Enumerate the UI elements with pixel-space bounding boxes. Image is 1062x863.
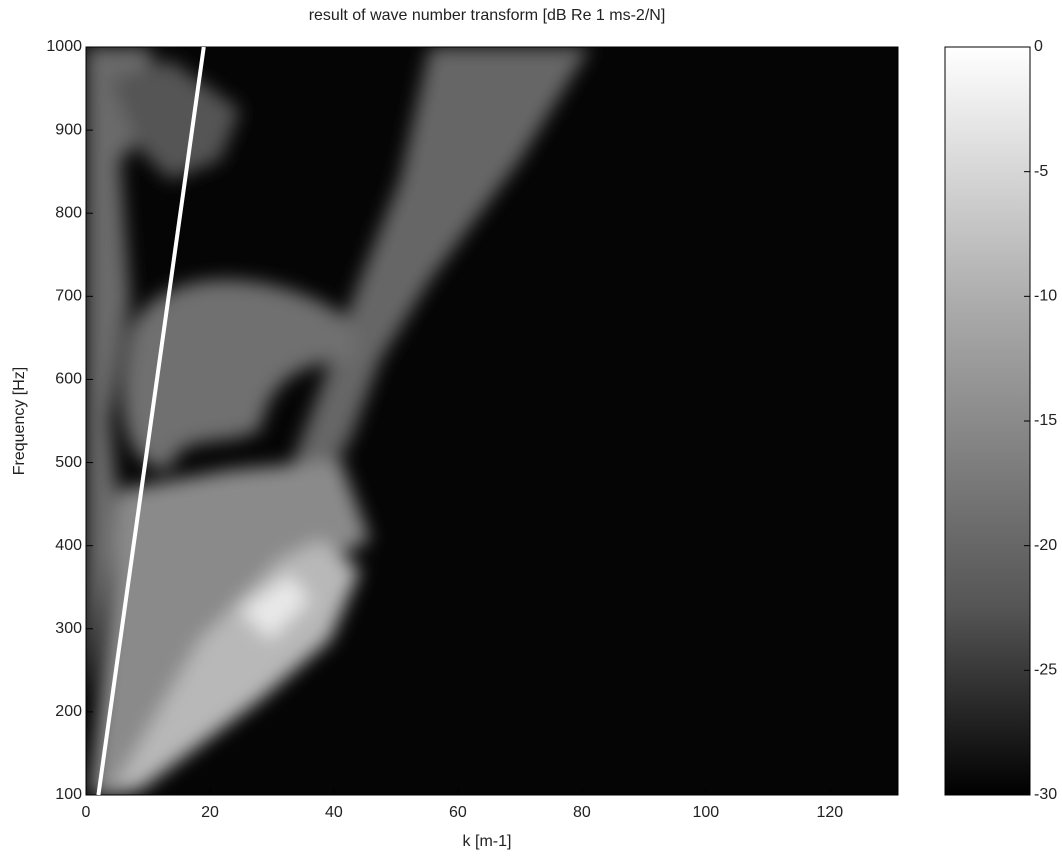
colorbar-tick-label: -10 xyxy=(1034,288,1057,305)
x-tick-label: 60 xyxy=(449,804,467,821)
y-tick-label: 700 xyxy=(55,288,82,305)
colorbar xyxy=(944,46,1031,796)
y-tick-label: 500 xyxy=(55,454,82,471)
y-tick-label: 600 xyxy=(55,371,82,388)
y-axis-label: Frequency [Hz] xyxy=(11,367,28,475)
heatmap-blob xyxy=(290,47,590,470)
chart-title: result of wave number transform [dB Re 1… xyxy=(309,7,666,24)
colorbar-tick-label: 0 xyxy=(1034,38,1043,55)
colorbar-tick-label: -20 xyxy=(1034,537,1057,554)
y-tick-label: 900 xyxy=(55,121,82,138)
y-tick-label: 400 xyxy=(55,537,82,554)
x-tick-label: 0 xyxy=(82,804,91,821)
y-tick-label: 300 xyxy=(55,620,82,637)
colorbar-tick-label: -30 xyxy=(1034,786,1057,803)
y-tick-label: 100 xyxy=(55,786,82,803)
x-tick-label: 100 xyxy=(692,804,719,821)
x-tick-label: 20 xyxy=(201,804,219,821)
colorbar-tick-label: -5 xyxy=(1034,163,1048,180)
x-axis-label: k [m-1] xyxy=(463,833,512,850)
y-tick-label: 800 xyxy=(55,204,82,221)
x-tick-label: 120 xyxy=(816,804,843,821)
x-tick-label: 40 xyxy=(325,804,343,821)
y-tick-label: 200 xyxy=(55,703,82,720)
colorbar-tick-label: -25 xyxy=(1034,662,1057,679)
heatmap-blob xyxy=(110,60,240,180)
heatmap-blob xyxy=(122,279,360,470)
overlay-line xyxy=(96,47,206,795)
x-tick-label: 80 xyxy=(573,804,591,821)
heatmap-blob xyxy=(86,47,160,700)
heatmap-blob xyxy=(240,575,310,640)
plot-frame xyxy=(85,46,899,796)
y-tick-label: 1000 xyxy=(46,38,82,55)
heatmap-field xyxy=(86,47,590,795)
colorbar-tick-label: -15 xyxy=(1034,412,1057,429)
